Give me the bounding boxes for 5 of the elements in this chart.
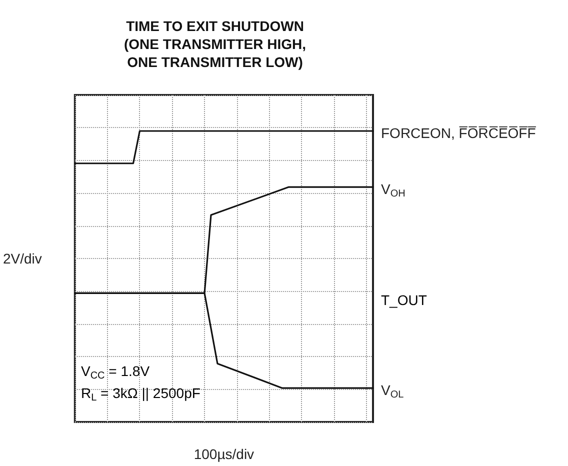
text: T_OUT bbox=[381, 292, 428, 308]
y-axis-title: 2V/div bbox=[2, 250, 42, 266]
series-label: FORCEON, F̅O̅R̅C̅E̅O̅F̅F̅ bbox=[381, 124, 537, 141]
x-axis-title: 100µs/div bbox=[194, 446, 254, 462]
chart-title: TIME TO EXIT SHUTDOWN (ONE TRANSMITTER HIGH, ONE TRANSMITTER LOW) bbox=[124, 18, 306, 70]
